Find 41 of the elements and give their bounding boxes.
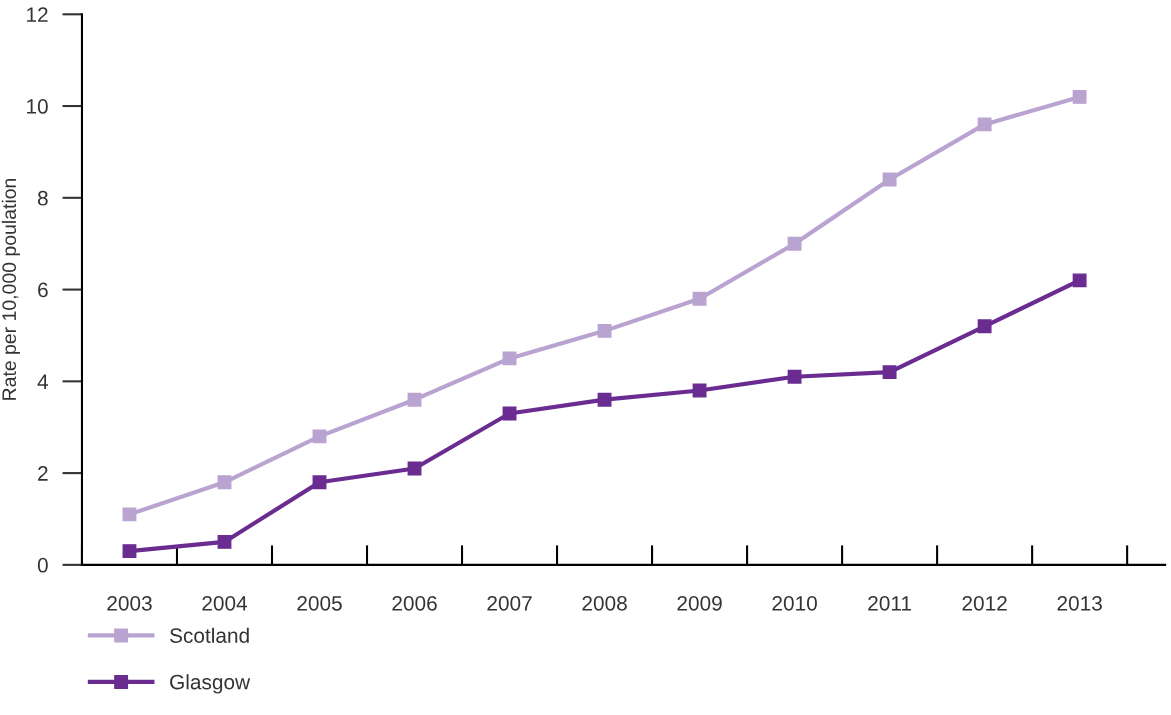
x-tick-label: 2004 bbox=[202, 595, 248, 611]
point bbox=[1072, 89, 1087, 104]
point bbox=[502, 351, 517, 366]
point bbox=[597, 392, 612, 407]
point bbox=[977, 117, 992, 132]
point bbox=[407, 392, 422, 407]
point bbox=[217, 475, 232, 490]
point bbox=[122, 544, 137, 559]
point bbox=[977, 319, 992, 334]
point bbox=[122, 507, 137, 522]
y-tick-label: 8 bbox=[37, 190, 48, 206]
legend-label: Glasgow bbox=[170, 674, 251, 694]
x-tick-label: 2005 bbox=[297, 595, 342, 611]
point bbox=[1072, 273, 1087, 288]
x-tick-label: 2011 bbox=[868, 595, 911, 611]
point bbox=[787, 236, 802, 251]
x-tick-label: 2012 bbox=[962, 595, 1007, 611]
point bbox=[692, 291, 707, 306]
y-tick-label: 12 bbox=[27, 7, 48, 22]
point bbox=[597, 323, 612, 338]
x-tick-label: 2007 bbox=[487, 595, 532, 611]
y-axis-title: Rate per 10,000 poulation bbox=[1, 178, 20, 400]
x-tick-label: 2009 bbox=[677, 595, 722, 611]
x-tick-label: 2003 bbox=[107, 595, 152, 611]
y-tick-label: 4 bbox=[37, 374, 49, 389]
legend-label: Scotland bbox=[170, 627, 249, 643]
point bbox=[787, 369, 802, 384]
y-tick-label: 2 bbox=[38, 466, 48, 481]
point bbox=[312, 429, 327, 444]
x-tick-label: 2006 bbox=[392, 595, 437, 611]
y-tick-label: 6 bbox=[38, 282, 48, 298]
x-tick-label: 2008 bbox=[582, 595, 627, 611]
point bbox=[882, 172, 897, 187]
x-tick-label: 2010 bbox=[772, 595, 817, 611]
y-tick-label: 0 bbox=[37, 557, 48, 573]
point bbox=[692, 383, 707, 398]
x-tick-label: 2013 bbox=[1057, 595, 1102, 611]
point bbox=[312, 475, 327, 490]
point bbox=[217, 534, 232, 549]
y-tick-label: 10 bbox=[27, 99, 48, 114]
point bbox=[882, 365, 897, 380]
